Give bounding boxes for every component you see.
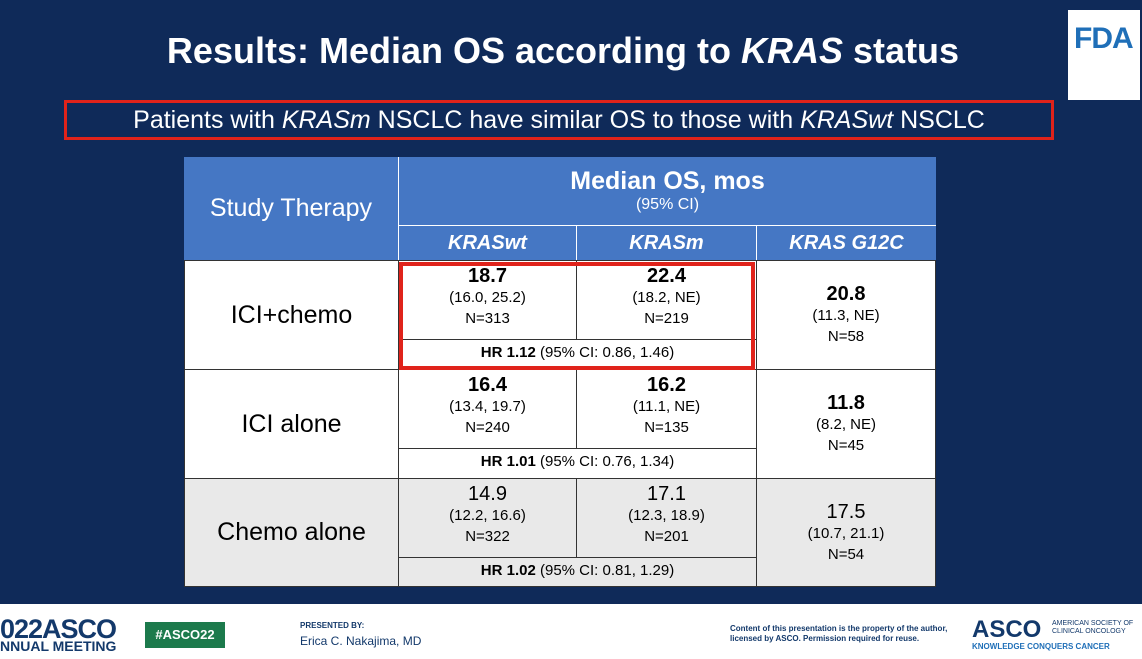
header-krasw: KRASwt <box>399 226 577 260</box>
header-g12c: KRAS G12C <box>757 226 936 260</box>
society-name: AMERICAN SOCIETY OF CLINICAL ONCOLOGY <box>1052 620 1134 635</box>
row-label-ici-chemo: ICI+chemo <box>184 260 399 370</box>
hr-ici-alone: HR 1.01 (95% CI: 0.76, 1.34) <box>398 448 757 479</box>
slide: Results: Median OS according to KRAS sta… <box>64 10 1140 587</box>
fda-logo: FDA <box>1068 10 1140 100</box>
header-median-os: Median OS, mos (95% CI) <box>399 157 936 226</box>
copyright-notice: Content of this presentation is the prop… <box>730 624 948 643</box>
cell-chemo-alone-krasm: 17.1 (12.3, 18.9) N=201 <box>576 478 757 558</box>
hr-chemo-alone: HR 1.02 (95% CI: 0.81, 1.29) <box>398 557 757 587</box>
presented-by-label: PRESENTED BY: <box>300 621 365 630</box>
cell-ici-alone-krasw: 16.4 (13.4, 19.7) N=240 <box>398 369 577 449</box>
header-study-therapy: Study Therapy <box>184 157 399 260</box>
cell-ici-alone-krasm: 16.2 (11.1, NE) N=135 <box>576 369 757 449</box>
cell-ici-chemo-g12c: 20.8 (11.3, NE) N=58 <box>756 260 936 370</box>
tagline: KNOWLEDGE CONQUERS CANCER <box>972 642 1110 651</box>
cell-chemo-alone-krasw: 14.9 (12.2, 16.6) N=322 <box>398 478 577 558</box>
results-table: Study Therapy Median OS, mos (95% CI) KR… <box>184 157 936 587</box>
row-label-chemo-alone: Chemo alone <box>184 478 399 587</box>
header-krasm: KRASm <box>577 226 757 260</box>
cell-chemo-alone-g12c: 17.5 (10.7, 21.1) N=54 <box>756 478 936 587</box>
highlight-box <box>399 262 755 370</box>
presenter-name: Erica C. Nakajima, MD <box>300 634 422 648</box>
slide-title: Results: Median OS according to KRAS sta… <box>166 30 960 71</box>
cell-ici-chemo-krasw: 18.7 (16.0, 25.2) N=313 <box>398 260 577 340</box>
asco-meeting-logo: 022ASCO <box>0 614 117 644</box>
annual-meeting-label: NNUAL MEETING <box>0 638 117 654</box>
key-finding-box: Patients with KRASm NSCLC have similar O… <box>64 100 1054 140</box>
cell-ici-chemo-krasm: 22.4 (18.2, NE) N=219 <box>576 260 757 340</box>
cell-ici-alone-g12c: 11.8 (8.2, NE) N=45 <box>756 369 936 479</box>
footer-bar: 022ASCO NNUAL MEETING #ASCO22 PRESENTED … <box>0 604 1142 659</box>
asco-logo: ASCO <box>972 616 1042 643</box>
hashtag-badge: #ASCO22 <box>145 622 225 648</box>
row-label-ici-alone: ICI alone <box>184 369 399 479</box>
